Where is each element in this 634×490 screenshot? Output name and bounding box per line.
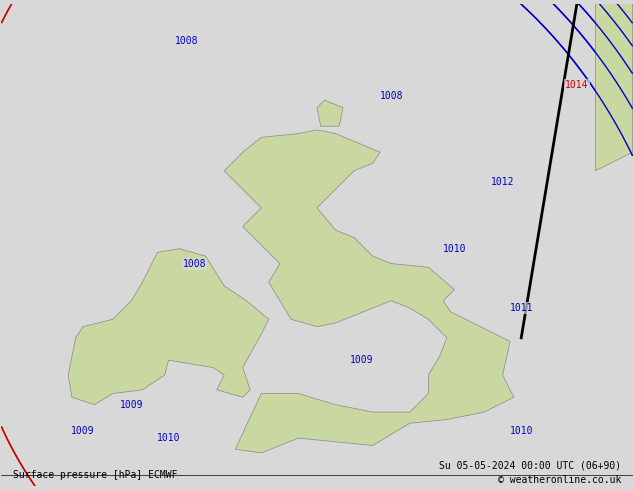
Text: Su 05-05-2024 00:00 UTC (06+90): Su 05-05-2024 00:00 UTC (06+90) (439, 461, 621, 470)
Polygon shape (317, 100, 343, 126)
Text: 1008: 1008 (175, 36, 199, 46)
Text: 1014: 1014 (565, 80, 588, 90)
Text: Surface pressure [hPa] ECMWF: Surface pressure [hPa] ECMWF (13, 470, 177, 480)
Polygon shape (68, 249, 269, 405)
Text: 1008: 1008 (380, 92, 403, 101)
Text: 1009: 1009 (120, 400, 143, 410)
Text: 1009: 1009 (350, 355, 373, 365)
Text: 1008: 1008 (183, 259, 206, 269)
Text: 1009: 1009 (72, 426, 95, 436)
Text: 1010: 1010 (510, 426, 533, 436)
Text: 1010: 1010 (443, 244, 466, 254)
Text: © weatheronline.co.uk: © weatheronline.co.uk (498, 475, 621, 485)
Text: 1010: 1010 (157, 433, 180, 443)
Text: 1012: 1012 (491, 177, 514, 187)
Polygon shape (224, 130, 514, 453)
Polygon shape (595, 3, 633, 171)
Text: 1011: 1011 (510, 303, 533, 313)
